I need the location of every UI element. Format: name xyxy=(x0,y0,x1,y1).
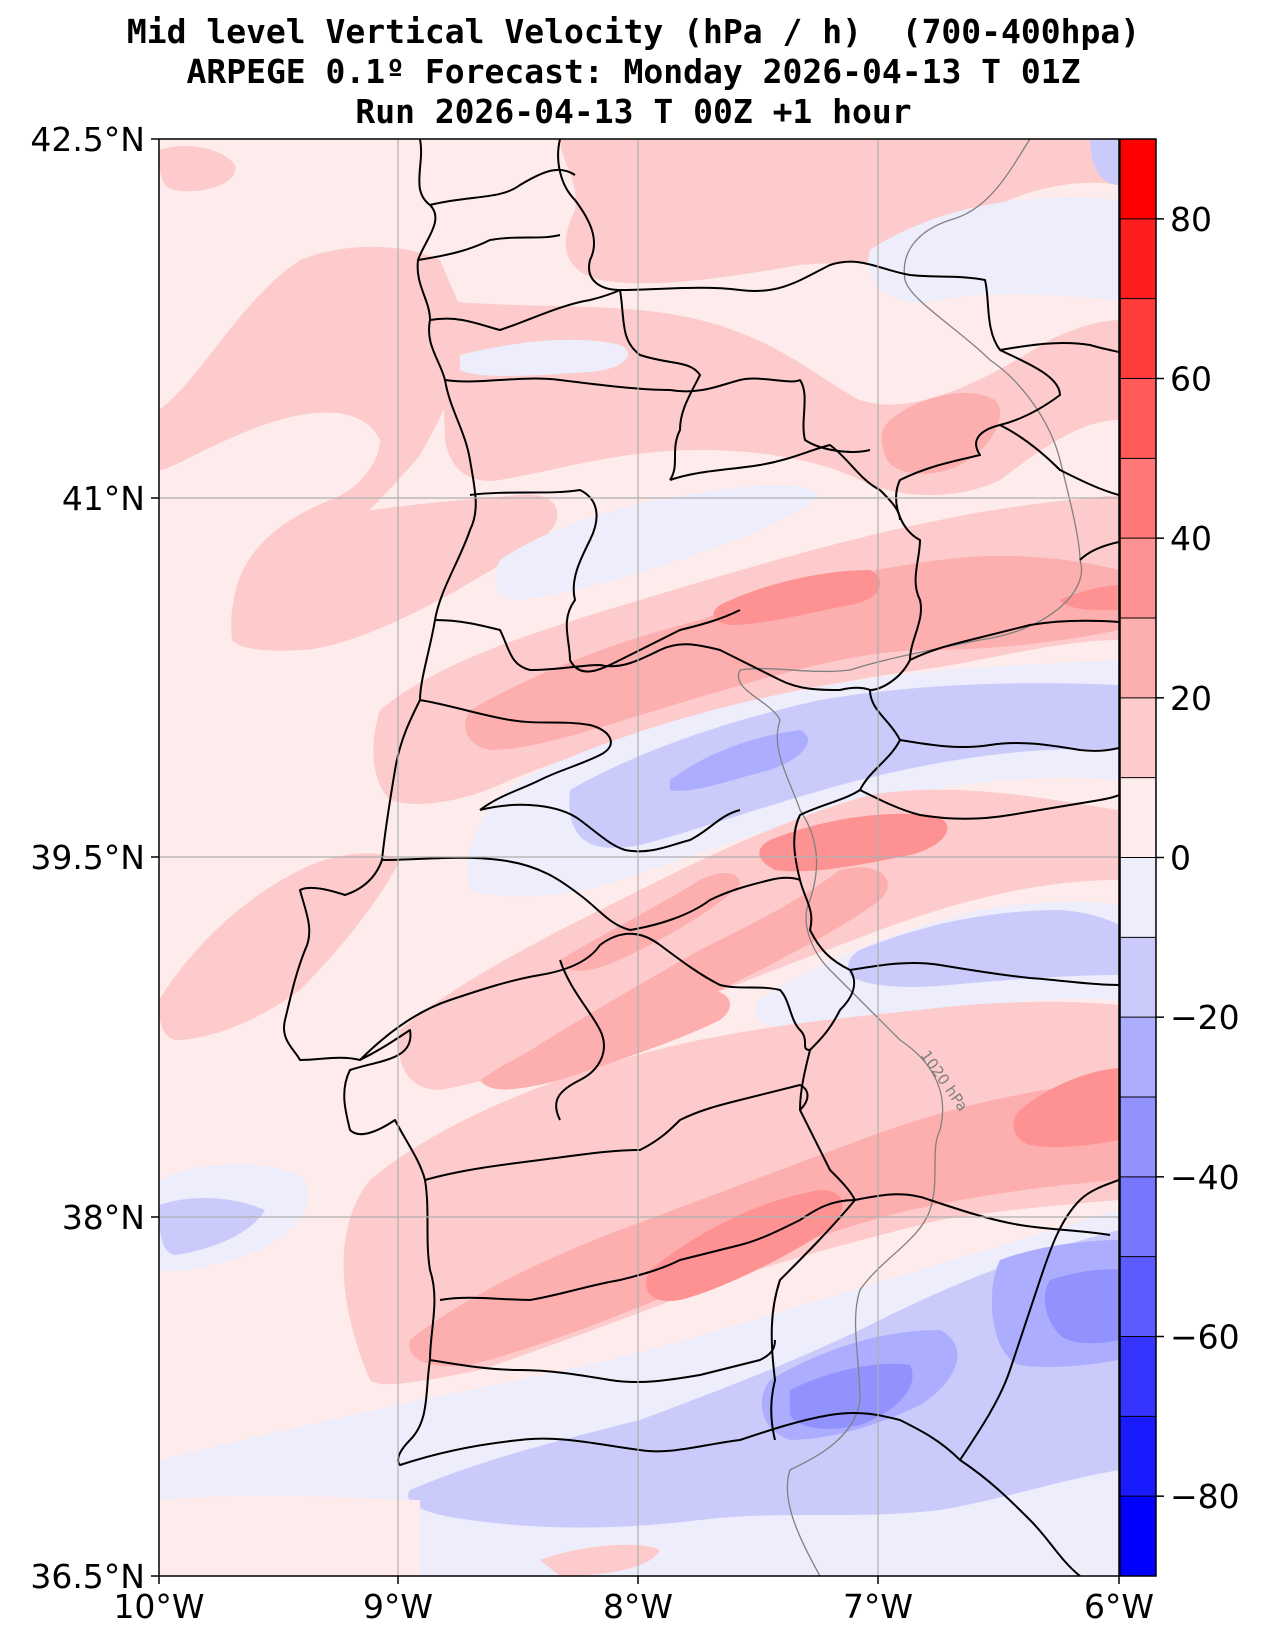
colorbar-swatch xyxy=(1120,1496,1156,1576)
field-south-positive-blob xyxy=(540,1544,660,1576)
colorbar-swatch xyxy=(1120,378,1156,459)
colorbar-swatch xyxy=(1120,458,1156,539)
colorbar-swatch xyxy=(1120,777,1156,858)
field-descent-south-mid xyxy=(408,1230,1119,1528)
field-band-south-core xyxy=(646,1190,843,1301)
field-ne-corner xyxy=(1090,139,1119,185)
field-blob-nw xyxy=(159,145,236,192)
field-band-south-west xyxy=(159,853,400,1040)
colorbar-tick-label: 60 xyxy=(1170,360,1212,399)
field-south-positive-strip xyxy=(159,1495,420,1576)
colorbar-tick-label: 40 xyxy=(1170,519,1212,558)
border-district-8 xyxy=(429,424,1119,1384)
colorbar-swatch xyxy=(1120,298,1156,379)
field-descent-nw xyxy=(460,339,629,376)
field-descent-band-mid xyxy=(569,683,1119,848)
border-district-4 xyxy=(419,619,871,811)
field-band-south-core-east xyxy=(1013,1068,1119,1148)
title-line-2: ARPEGE 0.1º Forecast: Monday 2026-04-13 … xyxy=(186,52,1081,91)
colorbar-swatch xyxy=(1120,1097,1156,1177)
colorbar-swatch xyxy=(1120,937,1156,1018)
colorbar-swatch xyxy=(1120,618,1156,698)
border-district-2 xyxy=(444,289,871,481)
border-district-1 xyxy=(417,168,621,331)
title-line-3: Run 2026-04-13 T 00Z +1 hour xyxy=(355,92,912,131)
lon-label-8w: 8°W xyxy=(603,1587,673,1626)
colorbar-swatch xyxy=(1120,139,1156,219)
lat-label-36-5: 36.5°N xyxy=(30,1557,145,1596)
colorbar-tick-label: 20 xyxy=(1170,679,1212,718)
field-blob-ne-core xyxy=(881,392,1001,474)
border-district-3 xyxy=(469,444,901,673)
field-band-central-east xyxy=(1060,585,1119,611)
gridlines xyxy=(159,139,1119,1576)
field-descent-sw-mid xyxy=(159,1198,265,1255)
lat-label-39-5: 39.5°N xyxy=(30,838,145,877)
colorbar: 80 60 40 20 0 −20 −40 −60 −80 xyxy=(1119,138,1240,1577)
field-band-south-central-mid2 xyxy=(560,873,740,971)
lon-label-6w: 6°W xyxy=(1084,1587,1154,1626)
field-band-west-upper xyxy=(159,246,470,640)
colorbar-tick-label: −60 xyxy=(1170,1318,1240,1357)
lon-label-7w: 7°W xyxy=(843,1587,913,1626)
border-district-9 xyxy=(849,961,1119,1461)
lat-label-42-5: 42.5°N xyxy=(30,120,145,159)
field-band-central-core xyxy=(713,570,881,625)
colorbar-swatch xyxy=(1120,1256,1156,1337)
colorbar-swatch xyxy=(1120,1176,1156,1257)
lat-label-41: 41°N xyxy=(62,479,145,518)
colorbar-swatch xyxy=(1120,857,1156,938)
field-descent-south-core3 xyxy=(1044,1269,1119,1344)
border-spain xyxy=(619,260,1061,1441)
colorbar-swatch xyxy=(1120,538,1156,618)
field-band-west-core xyxy=(231,494,558,651)
border-district-10 xyxy=(909,341,1119,661)
field-band-south-mid2 xyxy=(480,989,730,1090)
colorbar-swatch xyxy=(1120,1336,1156,1417)
field-descent-south-core2 xyxy=(790,1363,913,1429)
colorbar-swatch xyxy=(1120,1017,1156,1097)
colorbar-swatch xyxy=(1120,218,1156,299)
colorbar-swatch xyxy=(1120,1416,1156,1497)
field-band-central-mid xyxy=(465,555,1119,750)
coastline-and-borders xyxy=(283,139,1119,1576)
colorbar-tick-label: −40 xyxy=(1170,1158,1240,1197)
lat-label-38: 38°N xyxy=(62,1198,145,1237)
colorbar-tick-label: −80 xyxy=(1170,1477,1240,1516)
border-district-7 xyxy=(424,1084,856,1301)
lon-label-9w: 9°W xyxy=(363,1587,433,1626)
isobar-1020 xyxy=(737,139,1083,1576)
title-line-1: Mid level Vertical Velocity (hPa / h) (7… xyxy=(126,12,1141,51)
border-district-6 xyxy=(359,932,811,1121)
field-descent-east-mid xyxy=(848,910,1119,987)
colorbar-tick-label: 80 xyxy=(1170,200,1212,239)
colorbar-tick-label: −20 xyxy=(1170,998,1240,1037)
colorbar-tick-label: 0 xyxy=(1170,839,1191,878)
axis-ticks xyxy=(151,138,1120,1584)
colorbar-swatch xyxy=(1120,697,1156,778)
lon-label-10w: 10°W xyxy=(113,1587,204,1626)
border-district-5 xyxy=(381,803,801,931)
field-descent-band-core xyxy=(670,730,809,791)
field-band-north xyxy=(560,139,1119,284)
